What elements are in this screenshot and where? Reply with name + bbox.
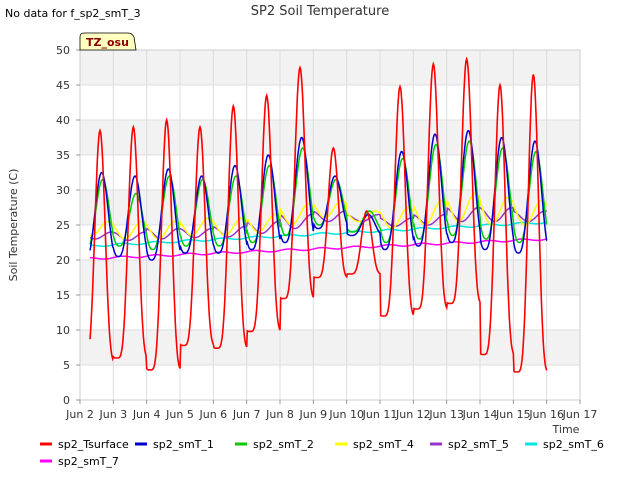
- x-tick-label: Jun 13: [428, 408, 464, 421]
- legend-label-sp2_smT_5: sp2_smT_5: [448, 438, 509, 451]
- y-tick-label: 25: [56, 219, 70, 232]
- series-line-sp2_Tsurface: [89, 56, 548, 373]
- x-tick-label: Jun 14: [462, 408, 498, 421]
- x-tick-label: Jun 5: [165, 408, 194, 421]
- x-tick-label: Jun 17: [562, 408, 598, 421]
- x-tick-label: Jun 16: [528, 408, 564, 421]
- legend-label-sp2_smT_4: sp2_smT_4: [353, 438, 414, 451]
- plot-band: [80, 260, 580, 295]
- series-line-sp2_smT_7: [90, 238, 547, 260]
- y-tick-label: 0: [63, 394, 70, 407]
- x-tick-label: Jun 3: [98, 408, 127, 421]
- timezone-badge-bg: [79, 32, 137, 51]
- timezone-badge: TZ_osu: [79, 32, 137, 51]
- x-tick-label: Jun 10: [328, 408, 364, 421]
- y-tick-label: 5: [63, 359, 70, 372]
- series-layer: [89, 56, 548, 373]
- y-axis-ticks: 0 5 10 15 20 25 30 35 40 45 50: [56, 44, 80, 407]
- y-tick-label: 45: [56, 79, 70, 92]
- plot-bands: [80, 50, 580, 400]
- legend-label-sp2_smT_1: sp2_smT_1: [153, 438, 214, 451]
- chart-title: SP2 Soil Temperature: [251, 4, 389, 19]
- plot-band: [80, 295, 580, 330]
- legend-label-sp2_smT_6: sp2_smT_6: [543, 438, 604, 451]
- series-line-sp2_smT_6: [90, 221, 547, 248]
- plot-band: [80, 50, 580, 85]
- legend-label-sp2_smT_2: sp2_smT_2: [253, 438, 314, 451]
- y-tick-label: 20: [56, 254, 70, 267]
- y-tick-label: 50: [56, 44, 70, 57]
- plot-band: [80, 330, 580, 365]
- y-tick-label: 15: [56, 289, 70, 302]
- x-tick-label: Jun 12: [395, 408, 431, 421]
- x-axis-label: Time: [552, 423, 580, 436]
- no-data-note: No data for f_sp2_smT_3: [5, 7, 141, 20]
- plot-band: [80, 365, 580, 400]
- x-tick-label: Jun 6: [198, 408, 227, 421]
- x-tick-label: Jun 8: [265, 408, 294, 421]
- plot-band: [80, 85, 580, 120]
- y-tick-label: 10: [56, 324, 70, 337]
- y-tick-label: 40: [56, 114, 70, 127]
- y-axis-label: Soil Temperature (C): [7, 169, 20, 282]
- x-tick-label: Jun 11: [362, 408, 398, 421]
- legend: sp2_Tsurface sp2_smT_1 sp2_smT_2 sp2_smT_4 s…: [40, 438, 604, 468]
- x-tick-label: Jun 9: [298, 408, 327, 421]
- legend-label-sp2_Tsurface: sp2_Tsurface: [58, 438, 129, 451]
- series-line-sp2_smT_4: [89, 192, 548, 240]
- x-tick-label: Jun 2: [65, 408, 94, 421]
- series-line-sp2_smT_5: [89, 206, 547, 242]
- x-axis-ticks: Jun 2 Jun 3 Jun 4 Jun 5 Jun 6 Jun 7 Jun 8 Jun 9…: [65, 400, 597, 421]
- y-tick-label: 30: [56, 184, 70, 197]
- x-tick-label: Jun 4: [132, 408, 161, 421]
- legend-label-sp2_smT_7: sp2_smT_7: [58, 455, 119, 468]
- y-tick-label: 35: [56, 149, 70, 162]
- x-tick-label: Jun 7: [232, 408, 261, 421]
- timezone-badge-label: TZ_osu: [86, 36, 129, 49]
- x-tick-label: Jun 15: [495, 408, 531, 421]
